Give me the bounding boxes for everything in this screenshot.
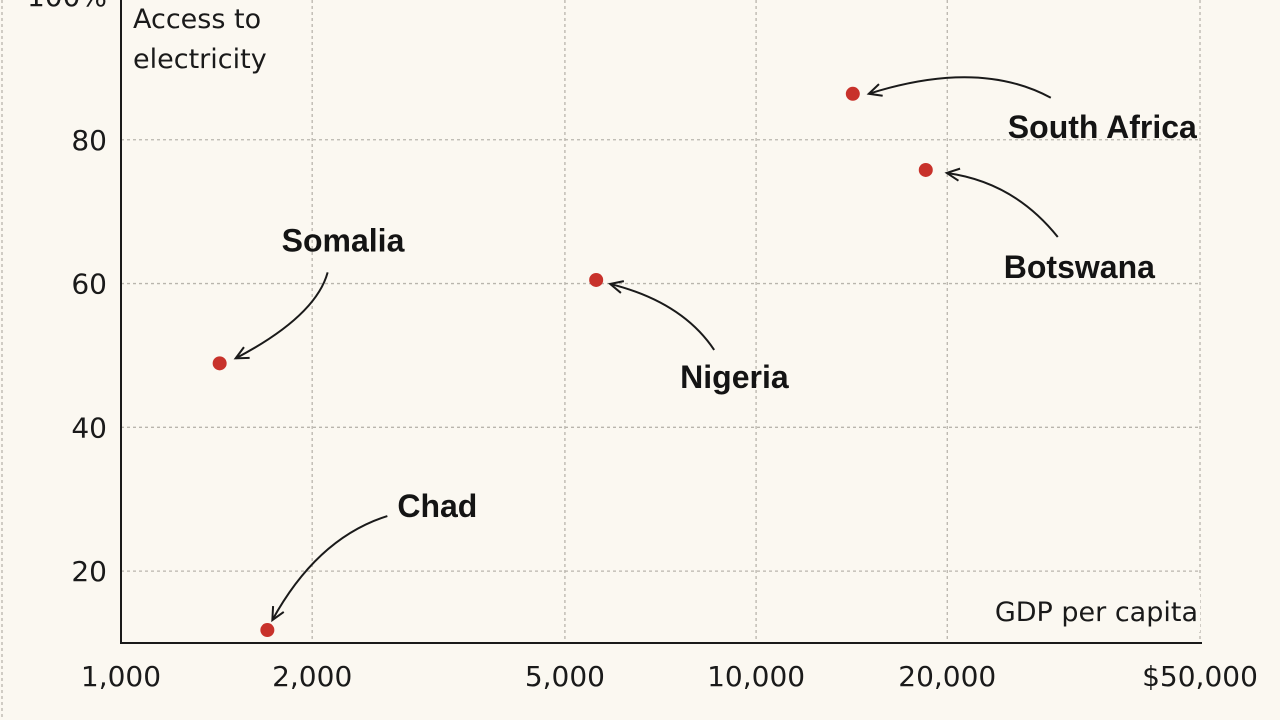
vertical-gridlines bbox=[311, 0, 1201, 643]
x-tick-label-10000: 10,000 bbox=[707, 660, 805, 693]
arrowhead-nigeria bbox=[607, 280, 625, 294]
y-axis-title: Access to electricity bbox=[133, 4, 267, 75]
point-annotations: Chad Somalia Nigeria South Africa Botswana bbox=[233, 76, 1197, 623]
x-tick-label-50000: $50,000 bbox=[1142, 660, 1258, 693]
data-points bbox=[212, 86, 933, 638]
x-tick-label-20000: 20,000 bbox=[898, 660, 996, 693]
y-axis-title-line2: electricity bbox=[133, 44, 267, 75]
arrow-chad bbox=[271, 515, 388, 621]
y-tick-label-60: 60 bbox=[71, 268, 107, 301]
label-nigeria: Nigeria bbox=[680, 359, 789, 395]
y-tick-label-20: 20 bbox=[71, 555, 107, 588]
x-tick-label-2000: 2,000 bbox=[272, 660, 352, 693]
label-somalia: Somalia bbox=[282, 222, 405, 258]
arrowhead-botswana bbox=[944, 167, 961, 182]
label-chad: Chad bbox=[397, 488, 477, 524]
x-tick-label-1000: 1,000 bbox=[81, 660, 161, 693]
arrow-somalia bbox=[235, 272, 329, 360]
x-axis-tick-labels: 1,000 2,000 5,000 10,000 20,000 $50,000 bbox=[81, 660, 1258, 693]
data-point-chad bbox=[260, 623, 275, 638]
data-point-south-africa bbox=[845, 86, 860, 101]
y-axis-title-line1: Access to bbox=[133, 4, 261, 35]
x-tick-label-5000: 5,000 bbox=[525, 660, 605, 693]
arrow-botswana bbox=[946, 171, 1059, 238]
label-botswana: Botswana bbox=[1004, 249, 1155, 285]
y-tick-label-100: 100% bbox=[27, 0, 107, 13]
arrow-south-africa bbox=[868, 76, 1052, 99]
label-south-africa: South Africa bbox=[1008, 109, 1197, 145]
y-tick-label-40: 40 bbox=[71, 411, 107, 444]
data-point-nigeria bbox=[589, 272, 604, 287]
data-point-somalia bbox=[212, 356, 227, 371]
x-axis-title: GDP per capita bbox=[995, 597, 1198, 628]
arrow-nigeria bbox=[609, 282, 715, 351]
x-axis-title-background bbox=[1000, 590, 1200, 632]
arrowhead-somalia bbox=[233, 346, 250, 360]
arrowhead-chad bbox=[271, 606, 285, 623]
y-tick-label-80: 80 bbox=[71, 124, 107, 157]
data-point-botswana bbox=[918, 162, 933, 177]
y-axis-tick-labels: 20 40 60 80 100% bbox=[27, 0, 107, 588]
arrowhead-south-africa bbox=[866, 83, 883, 97]
